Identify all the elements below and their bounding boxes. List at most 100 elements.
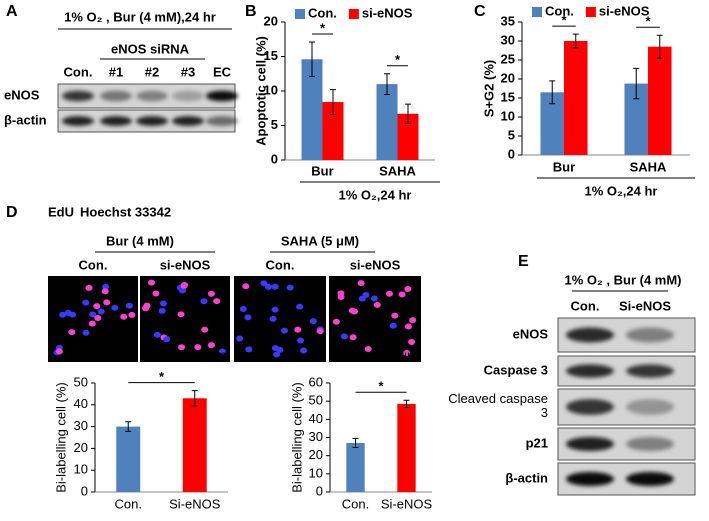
nucleus — [200, 298, 208, 305]
row-label: Caspase 3 — [484, 362, 548, 377]
nucleus — [273, 351, 281, 358]
y-axis-label: S+G2 (%) — [481, 60, 496, 117]
nucleus — [94, 315, 102, 322]
nucleus — [409, 317, 417, 324]
y-tick-label: 10 — [309, 465, 323, 480]
row-label: β-actin — [4, 112, 47, 127]
panel-letter: D — [6, 204, 18, 221]
blot-band — [100, 90, 132, 102]
x-tick-label: SAHA — [630, 159, 667, 174]
significance-star: * — [561, 13, 567, 28]
y-tick-label: 5 — [508, 127, 515, 142]
blot-band — [566, 471, 614, 487]
group-label: eNOS siRNA — [111, 41, 190, 56]
nucleus — [370, 295, 378, 302]
significance-star: * — [645, 14, 651, 29]
y-tick-label: 0 — [508, 146, 515, 161]
condition-label: 1% O₂ , Bur (4 mM) — [564, 272, 681, 287]
scale-label: 40 μm — [99, 347, 135, 362]
panel-letter: A — [6, 3, 18, 20]
nucleus — [180, 282, 188, 289]
y-tick-label: 15 — [501, 89, 515, 104]
blot-band — [566, 327, 614, 343]
legend-label: Con. — [545, 3, 574, 18]
nucleus — [286, 284, 294, 291]
y-tick-label: 60 — [309, 374, 323, 389]
lane-label: #1 — [109, 64, 123, 79]
error-bar — [330, 89, 336, 115]
scale-label: 40 μm — [382, 347, 418, 362]
nucleus — [153, 331, 161, 338]
nucleus — [271, 345, 279, 352]
y-tick-label: 20 — [501, 70, 515, 85]
row-label-line: 3 — [541, 405, 548, 420]
nucleus — [358, 295, 366, 302]
nucleus — [300, 347, 308, 354]
nucleus — [103, 299, 111, 306]
bar — [397, 403, 416, 492]
y-tick-label: 10 — [264, 82, 278, 97]
error-bar — [656, 34, 663, 59]
significance-star: * — [378, 379, 384, 394]
nucleus — [373, 301, 381, 308]
x-tick-label: Con. — [115, 496, 142, 511]
y-tick-label: 5 — [271, 117, 278, 132]
bar — [301, 59, 323, 161]
legend-label: si-eNOS — [362, 5, 413, 20]
blot-band — [626, 327, 674, 343]
nucleus — [364, 345, 372, 352]
nucleus — [163, 336, 171, 343]
legend-swatch — [348, 9, 359, 19]
y-tick-label: 25 — [501, 51, 515, 66]
error-bar — [191, 390, 198, 407]
nucleus — [101, 288, 109, 295]
nucleus — [158, 307, 166, 314]
nucleus — [159, 300, 167, 307]
x-tick-label: Si-eNOS — [381, 496, 433, 511]
significance-star: * — [159, 369, 165, 384]
nucleus — [207, 342, 215, 349]
lane-label: Con. — [571, 298, 600, 313]
lane-label: Con. — [64, 64, 93, 79]
nucleus — [97, 308, 105, 315]
blot-band — [626, 471, 674, 487]
y-tick-label: 10 — [501, 108, 515, 123]
nucleus — [128, 311, 136, 318]
blot-band — [626, 436, 674, 452]
condition-label: 1% O₂ , Bur (4 mM),24 hr — [64, 9, 216, 24]
column-label: Con. — [266, 257, 295, 272]
scale-label: 40 μm — [287, 347, 323, 362]
blot-band — [172, 90, 204, 102]
row-label: β-actin — [505, 470, 548, 485]
nucleus — [386, 290, 394, 297]
nucleus — [408, 338, 416, 345]
nucleus — [82, 299, 90, 306]
blot-band — [566, 399, 614, 415]
nucleus — [213, 298, 221, 305]
nucleus — [403, 350, 411, 357]
error-bar — [384, 73, 390, 95]
y-tick-label: 30 — [309, 429, 323, 444]
error-bar — [572, 33, 579, 49]
stain-label: EdU — [48, 204, 74, 219]
y-tick-label: 30 — [501, 32, 515, 47]
error-bar — [309, 41, 315, 78]
y-axis-label: Bi-labelling cell (%) — [53, 382, 68, 493]
nucleus — [88, 320, 96, 327]
row-label: eNOS — [513, 326, 549, 341]
bar — [540, 92, 564, 155]
lane-label: Si-eNOS — [619, 298, 671, 313]
nucleus — [82, 329, 90, 336]
blot-band — [626, 364, 674, 378]
nucleus — [269, 315, 277, 322]
legend-label: si-eNOS — [599, 3, 650, 18]
y-tick-label: 50 — [309, 393, 323, 408]
nucleus — [404, 285, 412, 292]
nucleus — [309, 318, 317, 325]
legend-swatch — [295, 9, 305, 19]
legend-swatch — [532, 7, 542, 17]
nucleus — [93, 303, 101, 310]
bar — [397, 113, 419, 160]
bar — [116, 426, 141, 492]
nucleus — [332, 318, 340, 325]
